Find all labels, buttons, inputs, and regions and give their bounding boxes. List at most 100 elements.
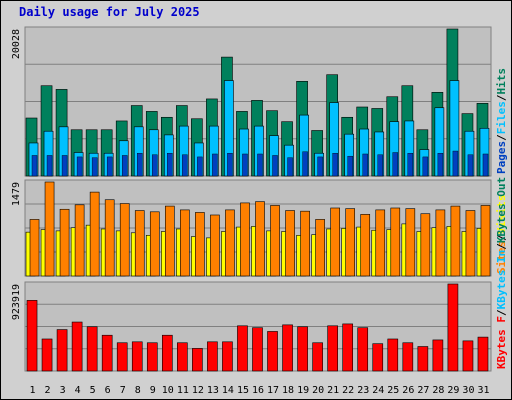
bar-sites-day-12 bbox=[195, 212, 205, 277]
bar-sites-day-21 bbox=[330, 207, 340, 277]
x-tick-day-10: 10 bbox=[162, 385, 174, 396]
x-tick-day-25: 25 bbox=[387, 385, 399, 396]
bar-pages-day-11 bbox=[182, 154, 188, 177]
bar-kbytes-day-25 bbox=[387, 338, 399, 372]
bar-pages-day-19 bbox=[302, 151, 308, 177]
x-tick-day-27: 27 bbox=[417, 385, 429, 396]
bar-sites-day-22 bbox=[345, 208, 356, 277]
y-max-label-traffic: 20028 bbox=[11, 29, 22, 59]
bar-kbytes-day-30 bbox=[462, 340, 474, 372]
x-tick-day-7: 7 bbox=[120, 385, 126, 396]
bar-sites-day-13 bbox=[210, 214, 220, 277]
x-tick-day-3: 3 bbox=[60, 385, 66, 396]
bar-pages-day-18 bbox=[287, 157, 293, 177]
x-tick-day-22: 22 bbox=[342, 385, 354, 396]
chart-title: Daily usage for July 2025 bbox=[19, 5, 200, 19]
bar-sites-day-7 bbox=[119, 203, 130, 277]
bar-pages-day-27 bbox=[422, 156, 429, 177]
bar-kbytes-day-31 bbox=[477, 336, 489, 372]
bar-pages-day-2 bbox=[46, 155, 53, 177]
bar-pages-day-30 bbox=[467, 154, 474, 177]
side-label-traffic-3: Hits bbox=[495, 68, 508, 95]
bar-kbytes-day-21 bbox=[327, 325, 338, 372]
x-tick-day-14: 14 bbox=[222, 385, 234, 396]
bar-kbytes-day-29 bbox=[447, 283, 459, 372]
bar-pages-day-31 bbox=[482, 153, 489, 177]
x-tick-day-5: 5 bbox=[90, 385, 96, 396]
bar-kbytes-day-4 bbox=[71, 321, 83, 372]
bar-pages-day-20 bbox=[317, 156, 323, 177]
bar-pages-day-26 bbox=[407, 153, 414, 177]
side-label-traffic-2: Files bbox=[495, 101, 508, 134]
bar-sites-day-3 bbox=[59, 208, 70, 277]
bar-pages-day-15 bbox=[242, 153, 248, 177]
x-tick-day-28: 28 bbox=[432, 385, 444, 396]
bar-pages-day-8 bbox=[137, 153, 143, 177]
bar-kbytes-day-23 bbox=[357, 327, 369, 372]
side-label-separator: / bbox=[495, 243, 508, 250]
bar-sites-day-11 bbox=[180, 209, 190, 277]
bar-sites-day-2 bbox=[44, 181, 55, 277]
bar-kbytes-day-1 bbox=[26, 300, 38, 372]
bar-kbytes-day-24 bbox=[372, 343, 384, 372]
side-label-separator: / bbox=[495, 94, 508, 101]
x-tick-day-16: 16 bbox=[252, 385, 264, 396]
bar-kbytes-day-18 bbox=[282, 324, 293, 372]
x-tick-day-6: 6 bbox=[105, 385, 111, 396]
bar-sites-day-16 bbox=[255, 201, 265, 277]
x-tick-day-11: 11 bbox=[177, 385, 189, 396]
x-tick-day-29: 29 bbox=[447, 385, 459, 396]
bar-kbytes-day-17 bbox=[267, 331, 278, 372]
side-label-kbytes-3: KBytes Out bbox=[495, 177, 508, 243]
bar-sites-day-29 bbox=[450, 205, 461, 277]
y-max-label-kbytes: 923919 bbox=[11, 284, 22, 320]
bar-kbytes-day-7 bbox=[116, 342, 128, 372]
bar-kbytes-day-28 bbox=[432, 339, 444, 372]
bar-pages-day-29 bbox=[452, 150, 459, 177]
side-label-traffic-1: Pages bbox=[495, 141, 508, 174]
bar-sites-day-24 bbox=[375, 209, 386, 277]
bar-pages-day-5 bbox=[91, 157, 98, 177]
x-tick-day-2: 2 bbox=[45, 385, 51, 396]
bar-pages-day-4 bbox=[76, 156, 83, 177]
bar-sites-day-28 bbox=[435, 209, 446, 277]
x-tick-day-15: 15 bbox=[237, 385, 249, 396]
bar-kbytes-day-5 bbox=[86, 326, 98, 372]
bar-kbytes-day-9 bbox=[146, 342, 158, 372]
bar-pages-day-25 bbox=[392, 152, 399, 177]
x-tick-day-17: 17 bbox=[267, 385, 279, 396]
bar-sites-day-30 bbox=[465, 210, 476, 277]
bar-sites-day-18 bbox=[285, 210, 295, 277]
bar-kbytes-day-6 bbox=[101, 334, 113, 372]
bar-sites-day-19 bbox=[300, 210, 310, 277]
x-tick-day-24: 24 bbox=[372, 385, 384, 396]
bar-kbytes-day-15 bbox=[237, 325, 248, 372]
x-tick-day-13: 13 bbox=[207, 385, 219, 396]
bar-pages-day-9 bbox=[152, 154, 158, 177]
bar-kbytes-day-13 bbox=[207, 341, 218, 372]
x-tick-day-23: 23 bbox=[357, 385, 369, 396]
bar-sites-day-14 bbox=[225, 209, 235, 277]
bar-kbytes-day-2 bbox=[41, 338, 53, 372]
bar-kbytes-day-8 bbox=[131, 341, 143, 372]
bar-kbytes-day-19 bbox=[297, 326, 308, 372]
bar-kbytes-day-20 bbox=[312, 342, 323, 372]
bar-sites-day-10 bbox=[164, 205, 175, 277]
bar-kbytes-day-16 bbox=[252, 327, 263, 372]
x-tick-day-20: 20 bbox=[312, 385, 324, 396]
side-label-visitors-1: Sites bbox=[495, 241, 508, 274]
x-tick-day-1: 1 bbox=[30, 385, 36, 396]
side-label-separator: / bbox=[495, 234, 508, 241]
x-tick-day-12: 12 bbox=[192, 385, 204, 396]
bar-pages-day-21 bbox=[332, 153, 338, 177]
bar-sites-day-31 bbox=[480, 205, 491, 277]
x-tick-day-21: 21 bbox=[327, 385, 339, 396]
bar-sites-day-25 bbox=[390, 207, 401, 277]
bar-sites-day-17 bbox=[270, 205, 280, 277]
bar-kbytes-day-27 bbox=[417, 346, 429, 372]
x-tick-day-18: 18 bbox=[282, 385, 294, 396]
side-label-traffic: Pages/Files/Hits bbox=[495, 68, 508, 174]
bar-pages-day-7 bbox=[121, 155, 128, 177]
